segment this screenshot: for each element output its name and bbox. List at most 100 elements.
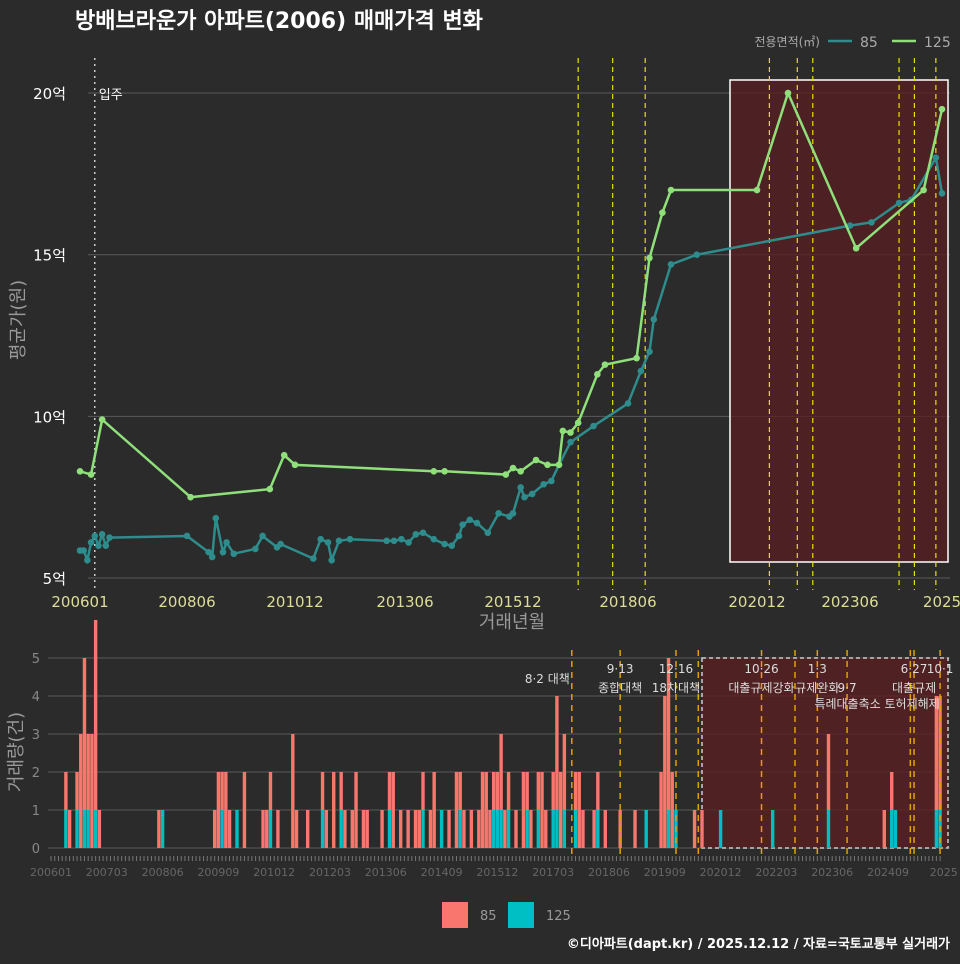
bar-85 (503, 810, 507, 848)
legend-bottom: 85 125 (442, 902, 571, 928)
data-point-85 (419, 529, 427, 537)
bar-125 (495, 810, 500, 848)
data-point-85 (328, 556, 335, 564)
data-point-85 (567, 438, 574, 446)
bar-85 (826, 734, 831, 810)
x-tick-label: 200703 (86, 866, 128, 879)
x-tick-label: 201409 (421, 866, 463, 879)
bar-85 (551, 772, 555, 810)
bar-125 (320, 810, 325, 848)
x-tick-label: 201203 (309, 866, 351, 879)
bar-85 (432, 772, 436, 848)
bar-85 (398, 810, 403, 848)
bar-85 (562, 734, 567, 810)
bar-85 (663, 696, 667, 848)
data-point-85 (441, 540, 448, 548)
legend-swatch-125 (508, 902, 534, 928)
bar-85 (421, 772, 425, 810)
bar-125 (893, 810, 898, 848)
bar-125 (439, 810, 444, 848)
data-point-85 (310, 555, 317, 562)
data-point-85 (205, 548, 212, 556)
data-point-85 (637, 367, 645, 375)
data-point-125 (938, 105, 946, 113)
bar-85 (692, 810, 697, 848)
bar-85 (305, 810, 310, 848)
bar-85 (700, 810, 704, 848)
data-point-125 (502, 471, 510, 478)
x-tick-label: 201512 (484, 593, 541, 611)
data-point-125 (266, 485, 274, 493)
data-point-85 (590, 422, 597, 430)
data-point-85 (87, 539, 95, 546)
bar-125 (93, 810, 98, 848)
bar-85 (365, 810, 369, 848)
bar-85 (529, 810, 533, 848)
bar-85 (220, 772, 224, 810)
bar-85 (417, 810, 421, 848)
data-point-85 (495, 510, 502, 517)
data-point-85 (466, 516, 474, 524)
bar-85 (265, 810, 269, 848)
bar-85 (555, 696, 559, 810)
data-point-125 (98, 416, 106, 423)
highlight-box (701, 657, 949, 849)
bar-125 (421, 810, 425, 848)
data-point-125 (633, 354, 640, 362)
bar-85 (406, 810, 410, 848)
data-point-85 (98, 531, 106, 538)
x-tick-label: 201306 (376, 593, 433, 611)
x-tick-label: 202203 (755, 866, 797, 879)
policy-name-label: 9·7 (838, 681, 857, 695)
move-in-label: 입주 (99, 88, 123, 103)
chart-title: 방배브라운가 아파트(2006) 매매가격 변화 (75, 9, 483, 34)
x-tick-label: 201012 (253, 866, 295, 879)
bar-85 (480, 772, 485, 848)
bar-125 (555, 810, 559, 848)
data-point-85 (398, 535, 405, 543)
y-tick-label: 15억 (33, 247, 66, 265)
bar-85 (93, 620, 98, 810)
data-point-125 (667, 186, 675, 194)
data-point-85 (252, 545, 259, 553)
bar-125 (718, 810, 723, 848)
bar-85 (354, 772, 358, 848)
bar-85 (350, 810, 355, 848)
bar-125 (387, 810, 392, 848)
bar-125 (770, 810, 775, 848)
bar-85 (633, 810, 637, 848)
bar-125 (666, 810, 671, 848)
data-point-125 (87, 471, 95, 478)
data-point-125 (76, 468, 84, 475)
legend-label-85: 85 (480, 909, 497, 924)
bar-125 (934, 810, 939, 848)
bar-125 (86, 810, 90, 848)
policy-name-label: 18차대책 (652, 680, 700, 695)
data-point-85 (95, 542, 102, 549)
bar-85 (573, 772, 578, 810)
data-point-85 (693, 251, 701, 258)
legend-title: 전용면적(㎡) (754, 35, 820, 49)
y-tick-label: 3 (32, 728, 40, 743)
bar-85 (86, 734, 90, 810)
bar-85 (332, 772, 336, 848)
data-point-85 (212, 514, 220, 522)
policy-date-label: 1·3 (808, 662, 827, 676)
data-point-85 (208, 553, 216, 561)
data-point-125 (567, 429, 574, 436)
bar-85 (558, 772, 563, 848)
bar-125 (525, 810, 529, 848)
bar-85 (469, 810, 474, 848)
data-point-85 (521, 493, 528, 501)
bar-85 (291, 734, 295, 848)
bar-85 (320, 772, 325, 810)
data-point-85 (455, 532, 463, 540)
bar-125 (491, 810, 496, 848)
data-point-85 (317, 535, 324, 543)
data-point-85 (868, 219, 875, 226)
bar-85 (484, 772, 488, 848)
x-tick-label: 201512 (476, 866, 518, 879)
data-point-85 (405, 539, 412, 546)
bar-85 (216, 772, 221, 848)
bar-85 (276, 810, 280, 848)
